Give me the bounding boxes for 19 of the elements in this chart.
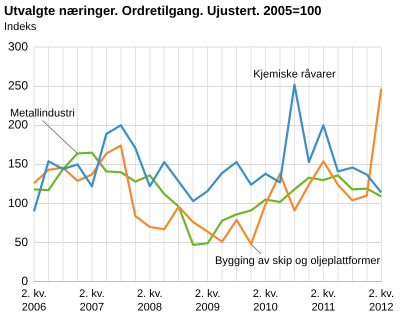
text: Metallindustri <box>10 107 75 120</box>
y-tick-label: 200 <box>8 118 28 132</box>
x-tick-label: 2. kv. 2008 <box>137 288 163 314</box>
x-tick-label: 2. kv. 2007 <box>79 288 105 314</box>
y-tick-label: 250 <box>8 78 28 93</box>
x-tick-label: 2. kv. 2011 <box>310 288 336 314</box>
y-tick-label: 0 <box>21 274 28 288</box>
x-tick-label: 2. kv. 2012 <box>368 288 394 314</box>
series-label: Bygging av skip og oljeplattformer <box>215 255 380 268</box>
chart-title: Utvalgte næringer. Ordretilgang. Ujustert. 2005=100 <box>4 3 322 18</box>
y-tick-label: 300 <box>8 40 28 54</box>
y-tick-label: 50 <box>14 234 28 249</box>
y-tick-label: 100 <box>8 196 28 210</box>
y-axis-title: Indeks <box>4 21 36 33</box>
y-tick-label: 150 <box>8 156 28 171</box>
series-label: Kjemiske råvarer <box>253 68 336 81</box>
x-tick-label: 2. kv. 2006 <box>21 288 47 314</box>
x-tick-label: 2. kv. 2009 <box>194 288 220 314</box>
x-tick-label: 2. kv. 2010 <box>252 288 278 314</box>
